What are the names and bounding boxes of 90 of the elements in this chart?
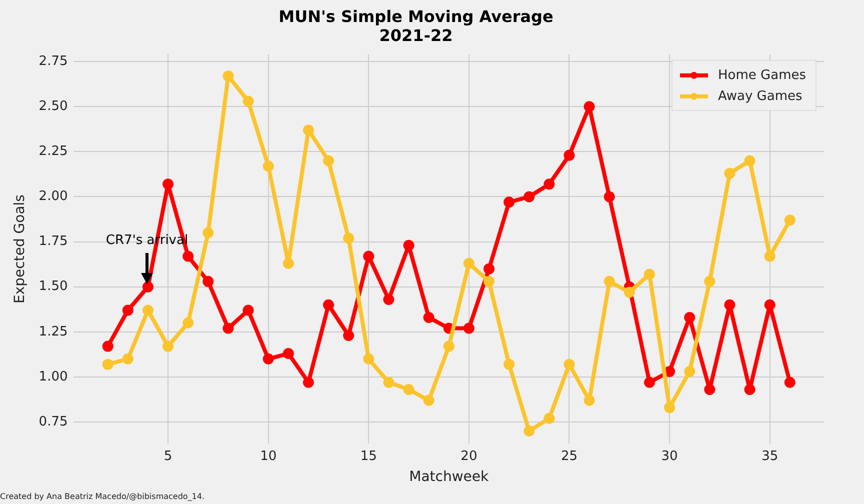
point: [443, 340, 454, 352]
point: [162, 340, 174, 352]
point: [242, 304, 254, 316]
point: [684, 312, 696, 323]
point: [222, 70, 234, 82]
point: [644, 376, 655, 388]
legend-label: Away Games: [718, 88, 802, 104]
point: [704, 384, 716, 396]
point: [383, 376, 394, 388]
point: [343, 330, 354, 341]
point: [664, 402, 676, 414]
point: [644, 268, 655, 280]
x-tick-label: 30: [661, 448, 678, 464]
point: [744, 384, 756, 396]
point: [242, 96, 254, 107]
point: [102, 358, 114, 370]
point: [302, 376, 314, 388]
y-axis-title: Expected Goals: [12, 194, 28, 304]
point: [744, 155, 756, 166]
point: [544, 412, 555, 424]
y-tick-label: 2.25: [38, 144, 68, 160]
point: [664, 366, 676, 378]
legend-label: Home Games: [718, 68, 806, 83]
point: [544, 178, 555, 190]
point: [463, 258, 474, 269]
point: [564, 358, 575, 370]
point: [584, 101, 595, 112]
point: [724, 299, 736, 310]
x-tick-label: 15: [360, 448, 377, 464]
point: [463, 322, 474, 334]
point: [202, 227, 214, 238]
point: [363, 250, 374, 262]
point: [524, 191, 535, 202]
point: [262, 353, 274, 364]
point: [122, 353, 134, 364]
point: [282, 258, 294, 269]
point: [122, 304, 134, 316]
point: [182, 317, 194, 328]
text: Created by Ana Beatriz Macedo/@bibismacedo_14.: [0, 492, 205, 501]
chart-title: MUN's Simple Moving Average 2021-22: [278, 6, 554, 45]
y-tick-label: 1.75: [38, 234, 68, 250]
x-tick-label: 25: [560, 448, 578, 464]
y-tick-label: 0.75: [38, 414, 68, 430]
point: [222, 322, 234, 334]
point: [142, 281, 154, 292]
y-tick-label: 1.50: [38, 279, 68, 294]
point: [403, 384, 414, 396]
point: [764, 250, 776, 262]
point: [504, 196, 515, 208]
point: [102, 340, 114, 352]
point: [403, 240, 414, 251]
point: [604, 191, 615, 202]
point: [262, 160, 274, 172]
y-tick-label: 2.50: [38, 99, 68, 114]
point: [383, 294, 394, 305]
point: [784, 376, 796, 388]
point: [343, 232, 354, 244]
x-axis-title: Matchweek: [409, 469, 490, 486]
x-tick-label: 20: [460, 448, 478, 464]
y-tick-label: 2.00: [38, 189, 68, 204]
point: [323, 299, 334, 310]
point: [504, 358, 515, 370]
point: [323, 155, 334, 166]
point: [704, 276, 716, 287]
point: [764, 299, 776, 310]
point: [483, 276, 494, 287]
point: [784, 214, 796, 226]
point: [202, 276, 214, 287]
point: [624, 286, 635, 298]
y-tick-label: 1.25: [38, 324, 68, 340]
y-tick-label: 1.00: [38, 369, 68, 384]
point: [564, 150, 575, 161]
point: [584, 394, 595, 406]
point: [142, 304, 154, 316]
point: [684, 366, 696, 378]
point: [423, 394, 434, 406]
point: [182, 250, 194, 262]
point: [302, 124, 314, 136]
point: [604, 276, 615, 287]
point: [282, 348, 294, 360]
y-tick-label: 2.75: [38, 54, 68, 69]
point: [724, 168, 736, 179]
point: [162, 178, 174, 190]
point: [423, 312, 434, 323]
point: [524, 425, 535, 436]
point: [483, 263, 494, 274]
point: [363, 353, 374, 364]
x-tick-label: 10: [260, 448, 277, 464]
x-tick-label: 35: [762, 448, 778, 464]
x-tick-label: 5: [164, 448, 172, 464]
